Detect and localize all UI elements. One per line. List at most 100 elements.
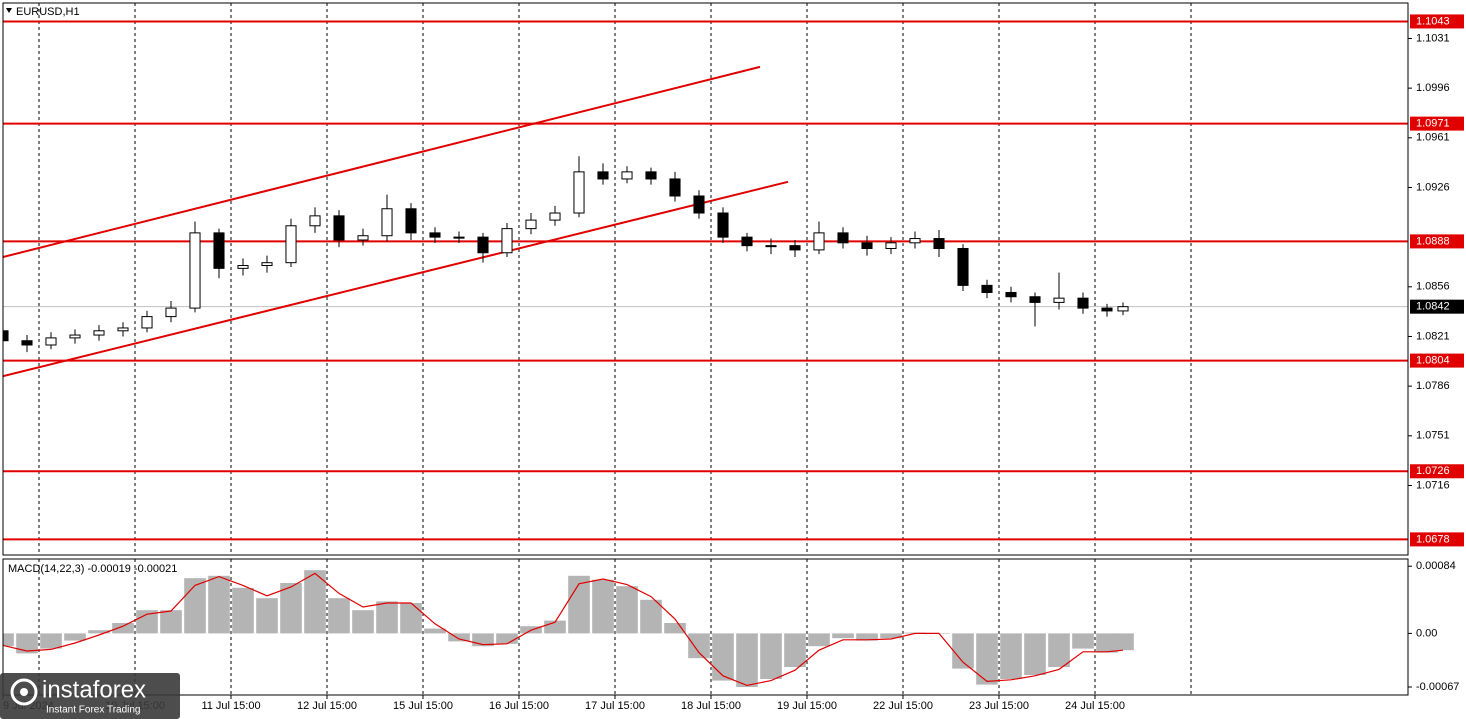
macd-bar xyxy=(712,633,734,681)
candle-body xyxy=(93,330,105,336)
x-tick-label: 12 Jul 15:00 xyxy=(297,700,357,712)
macd-bar xyxy=(256,598,278,634)
level-label: 1.0971 xyxy=(1416,118,1450,130)
macd-bar xyxy=(136,610,158,634)
candle-body xyxy=(837,232,849,244)
y-tick-label: 1.1031 xyxy=(1416,32,1450,44)
macd-bar xyxy=(1000,633,1022,679)
y-tick-label: -0.00067 xyxy=(1416,681,1459,693)
y-tick-label: 1.0961 xyxy=(1416,132,1450,144)
candle-body xyxy=(693,195,705,214)
macd-bar xyxy=(1072,633,1094,649)
channel-line xyxy=(3,180,789,378)
candle-body xyxy=(957,247,969,286)
macd-bar xyxy=(832,633,854,639)
candle-body xyxy=(861,242,873,249)
y-tick-label: 0.00 xyxy=(1416,627,1437,639)
candle-body xyxy=(405,208,417,234)
x-tick-label: 23 Jul 15:00 xyxy=(969,700,1029,712)
candle-body xyxy=(1117,306,1129,312)
level-label: 1.1043 xyxy=(1416,15,1450,27)
chart-title: EURUSD,H1 xyxy=(16,6,80,18)
candle-body xyxy=(573,171,585,214)
candle-body xyxy=(1077,297,1089,309)
level-label-box xyxy=(1410,464,1464,479)
logo-background xyxy=(0,673,180,719)
x-tick-label: 16 Jul 15:00 xyxy=(489,700,549,712)
macd-bar xyxy=(184,578,206,634)
x-tick-label: 18 Jul 15:00 xyxy=(681,700,741,712)
level-label: 1.0726 xyxy=(1416,465,1450,477)
x-tick-label: 15 Jul 15:00 xyxy=(393,700,453,712)
level-label: 1.0678 xyxy=(1416,533,1450,545)
candle-body xyxy=(1005,291,1017,298)
candle-body xyxy=(21,340,33,346)
candle-body xyxy=(357,235,369,241)
candle-body xyxy=(765,245,777,248)
candle-body xyxy=(525,219,537,230)
candle-body xyxy=(741,236,753,247)
macd-grid xyxy=(38,559,1192,695)
current-price-box xyxy=(1410,299,1464,314)
macd-bar xyxy=(304,570,326,634)
level-label: 1.0888 xyxy=(1416,235,1450,247)
level-label-box xyxy=(1410,353,1464,368)
main-plot xyxy=(3,20,1408,541)
candle-body xyxy=(597,171,609,180)
macd-bar xyxy=(232,587,254,634)
x-tick-label: 19 Jul 15:00 xyxy=(777,700,837,712)
candle-body xyxy=(501,228,513,254)
candle-body xyxy=(621,171,633,180)
logo-name: instaforex xyxy=(42,676,146,703)
y-tick-label: 1.0926 xyxy=(1416,181,1450,193)
candle-body xyxy=(45,337,57,346)
current-price-label: 1.0842 xyxy=(1416,301,1450,313)
channel-line xyxy=(3,65,761,258)
y-tick-label: 1.0996 xyxy=(1416,82,1450,94)
macd-frame xyxy=(2,558,1409,696)
candle-body xyxy=(309,215,321,227)
macd-bar xyxy=(1048,633,1070,667)
macd-bar xyxy=(568,575,590,634)
macd-title: MACD(14,22,3) -0.00019 -0.00021 xyxy=(8,563,177,575)
macd-bar xyxy=(1112,633,1134,651)
candle-body xyxy=(477,236,489,254)
logo-icon-center xyxy=(20,688,28,696)
macd-bar xyxy=(976,633,998,685)
macd-bar xyxy=(592,579,614,634)
y-tick-label: 1.0716 xyxy=(1416,479,1450,491)
macd-bar xyxy=(760,633,782,679)
macd-bar xyxy=(160,610,182,634)
macd-bar xyxy=(280,583,302,634)
candle-body xyxy=(429,232,441,238)
macd-bar xyxy=(448,633,470,642)
logo-icon xyxy=(10,678,38,706)
level-label-box xyxy=(1410,14,1464,29)
candle-body xyxy=(117,327,129,332)
candle-body xyxy=(981,284,993,293)
macd-bar xyxy=(736,633,758,687)
candle-body xyxy=(333,215,345,241)
macd-bar xyxy=(376,601,398,634)
candle-body xyxy=(453,236,465,239)
y-tick-label: 1.0751 xyxy=(1416,430,1450,442)
macd-bar xyxy=(856,633,878,641)
candle-body xyxy=(549,212,561,221)
candle-body xyxy=(1029,296,1041,303)
candle-body xyxy=(165,307,177,318)
candle-body xyxy=(645,171,657,180)
macd-bar xyxy=(664,623,686,634)
macd-bar xyxy=(3,633,14,647)
menu-arrow[interactable] xyxy=(6,8,12,13)
candle-body xyxy=(189,232,201,309)
macd-bar xyxy=(88,630,110,634)
candle-body xyxy=(381,208,393,237)
candle-body xyxy=(813,232,825,251)
macd-bar xyxy=(1024,633,1046,675)
candle-body xyxy=(285,225,297,264)
macd-bar xyxy=(64,633,86,641)
candle-body xyxy=(909,238,921,244)
macd-bar xyxy=(496,633,518,644)
